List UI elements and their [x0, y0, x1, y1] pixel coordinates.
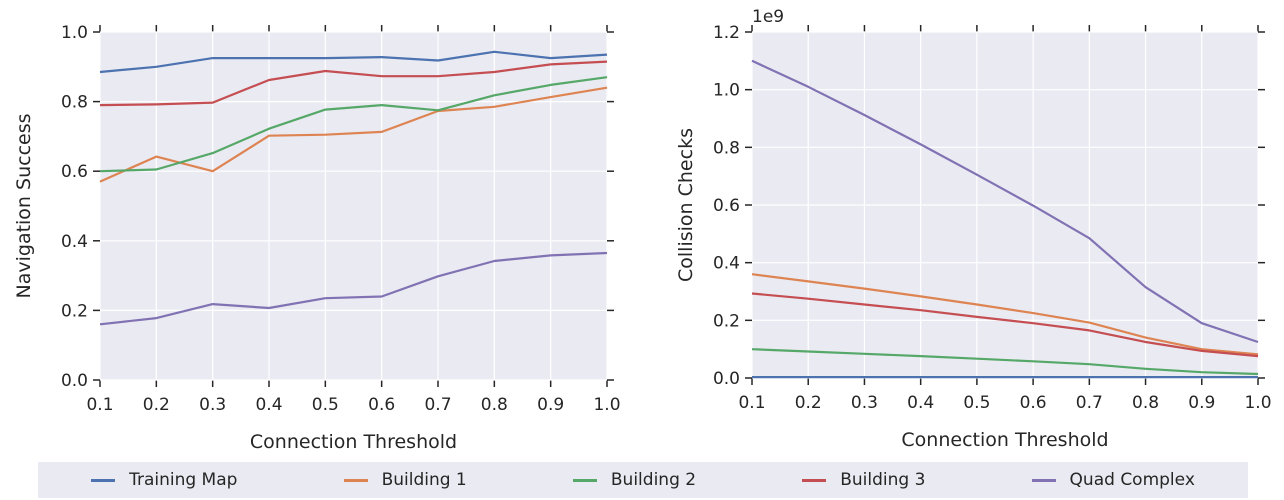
x-tick-label: 0.9: [1188, 393, 1215, 413]
x-tick-label: 0.4: [907, 393, 934, 413]
x-tick-label: 0.8: [1132, 393, 1159, 413]
y-tick-label: 0.6: [61, 162, 88, 182]
x-tick-label: 0.7: [424, 395, 451, 415]
x-tick-label: 0.2: [143, 395, 170, 415]
y-axis-label: Navigation Success: [13, 114, 35, 299]
x-tick-label: 0.5: [963, 393, 990, 413]
legend-label: Quad Complex: [1069, 470, 1195, 490]
y-tick-label: 0.0: [713, 369, 740, 389]
legend-swatch: [572, 478, 597, 482]
series-line: [751, 292, 1259, 358]
series-line: [751, 273, 1259, 356]
y-tick-label: 0.0: [61, 371, 88, 391]
legend-swatch: [343, 478, 368, 482]
legend-swatch: [91, 478, 116, 482]
y-tick-label: 0.8: [61, 93, 88, 113]
series-line: [99, 86, 608, 183]
series-line: [99, 60, 608, 107]
series-line: [99, 251, 608, 326]
x-tick-label: 0.2: [795, 393, 822, 413]
x-tick-label: 0.7: [1076, 393, 1103, 413]
y-tick-label: 1.0: [61, 23, 88, 43]
x-tick-label: 0.3: [851, 393, 878, 413]
x-tick-label: 0.1: [86, 395, 113, 415]
x-tick-label: 0.9: [537, 395, 564, 415]
legend: Training Map Building 1 Building 2 Build…: [38, 462, 1248, 498]
x-tick-label: 0.6: [1020, 393, 1047, 413]
legend-item-building-1: Building 1: [343, 470, 467, 490]
x-axis-label: Connection Threshold: [901, 429, 1108, 451]
navigation-success-chart: 0.1 0.2 0.3 0.4 0.5 0.6 0.7 0.8 0.9 1.0 0.0 0.2 0.4 0…: [13, 23, 621, 453]
x-axis-label: Connection Threshold: [250, 431, 457, 453]
series-line: [751, 348, 1259, 376]
y-tick-label: 1.0: [713, 81, 740, 101]
figure: 0.1 0.2 0.3 0.4 0.5 0.6 0.7 0.8 0.9 1.0 0.0 0.2 0.4 0…: [13, 7, 1272, 453]
legend-swatch: [802, 478, 827, 482]
legend-label: Building 1: [381, 470, 467, 490]
y-axis-label: Collision Checks: [675, 128, 697, 282]
legend-label: Building 2: [610, 470, 697, 490]
x-tick-label: 0.5: [312, 395, 339, 415]
legend-swatch: [1031, 478, 1056, 482]
legend-item-training-map: Training Map: [91, 470, 237, 490]
series-line: [99, 76, 608, 173]
legend-label: Building 3: [840, 470, 926, 490]
x-tick-label: 0.8: [481, 395, 508, 415]
plot-area: [100, 32, 607, 380]
series-line: [99, 50, 608, 74]
y-tick-label: 0.2: [713, 311, 740, 331]
legend-item-building-3: Building 3: [802, 470, 925, 490]
y-tick-label: 0.6: [713, 196, 740, 216]
collision-checks-chart: 0.1 0.2 0.3 0.4 0.5 0.6 0.7 0.8 0.9 1.0 0.0 0.2 0.4 0…: [675, 7, 1272, 451]
x-tick-label: 0.6: [368, 395, 395, 415]
legend-label: Training Map: [129, 470, 238, 490]
legend-item-building-2: Building 2: [572, 470, 697, 490]
x-tick-label: 1.0: [1244, 393, 1271, 413]
legend-item-quad-complex: Quad Complex: [1031, 470, 1195, 490]
x-tick-label: 0.3: [199, 395, 226, 415]
y-tick-label: 0.4: [61, 232, 88, 252]
y-offset-label: 1e9: [752, 7, 784, 27]
x-tick-label: 0.4: [255, 395, 282, 415]
y-tick-label: 0.2: [61, 301, 88, 321]
y-tick-label: 1.2: [713, 23, 740, 43]
x-tick-label: 1.0: [593, 395, 620, 415]
x-tick-label: 0.1: [738, 393, 765, 413]
y-tick-label: 0.8: [713, 138, 740, 158]
series-line: [751, 59, 1259, 344]
y-tick-label: 0.4: [713, 254, 740, 274]
